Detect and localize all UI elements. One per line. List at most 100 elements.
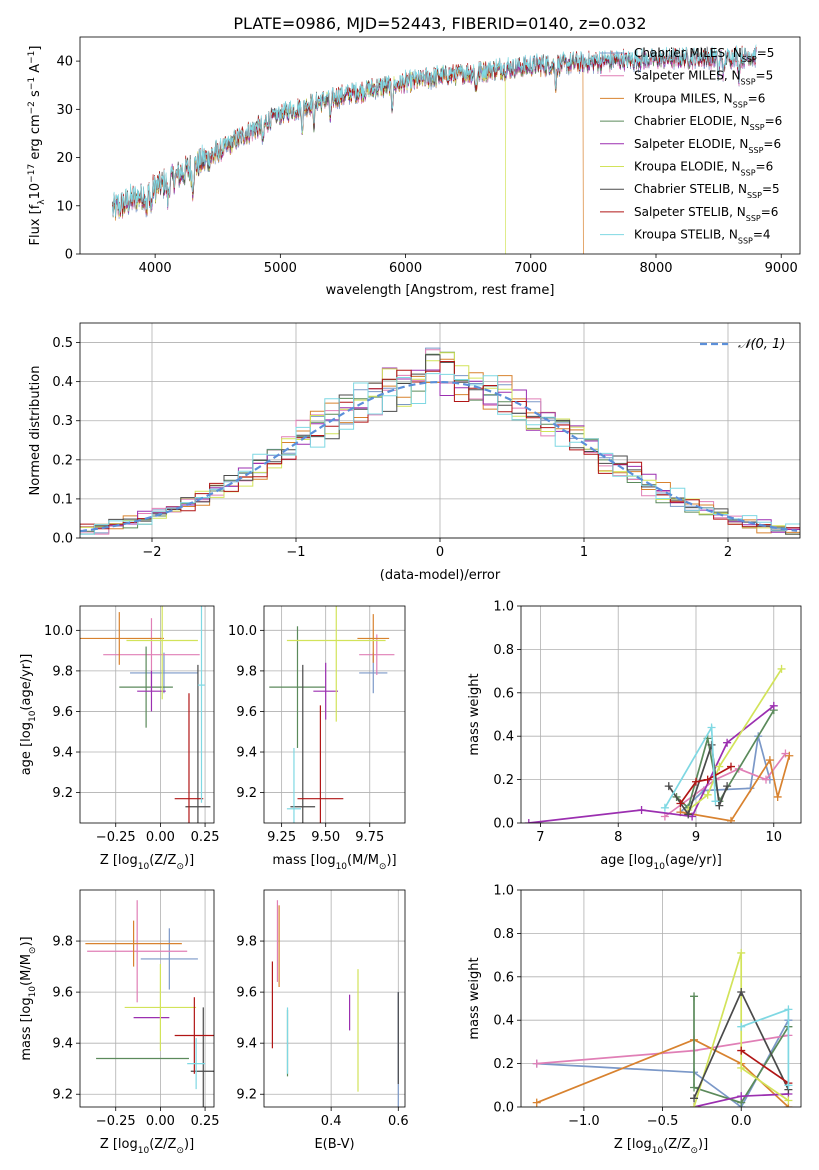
series-marker-5: [690, 1103, 699, 1107]
legend-text: =6: [761, 205, 779, 219]
axes-frame: [520, 605, 802, 824]
label-part: 10: [28, 986, 38, 998]
legend-text: Chabrier MILES, N: [634, 46, 742, 60]
label-part: (Z/Z: [149, 853, 176, 868]
x-axis-label: mass [log10(M/M⊙)]: [272, 853, 396, 872]
x-axis-label: Z [log10(Z/Z⊙)]: [100, 1137, 194, 1156]
legend-entry-3: Chabrier ELODIE, NSSP=6: [634, 114, 782, 132]
legend-entry-2: Kroupa MILES, NSSP=6: [634, 91, 765, 109]
label-part: s: [28, 90, 43, 101]
y-tick-label: 20: [56, 151, 73, 166]
legend-sub: SSP: [746, 213, 761, 222]
series-line-3: [676, 709, 775, 810]
x-axis-label: Z [log10(Z/Z⊙)]: [100, 853, 194, 872]
legend-text: =6: [765, 114, 783, 128]
y-tick-label: 10.0: [44, 624, 73, 639]
series-line-7: [740, 1049, 789, 1084]
label-part: mass [log: [19, 997, 34, 1060]
legend-sub: SSP: [741, 168, 756, 177]
x-axis-label: Z [log10(Z/Z⊙)]: [614, 1137, 708, 1156]
series-marker-5: [737, 1063, 746, 1072]
series-marker-6: [715, 801, 724, 810]
label-part: λ: [37, 199, 47, 205]
legend-entry-5: Kroupa ELODIE, NSSP=6: [634, 160, 773, 178]
label-part: )]: [184, 853, 194, 868]
y-tick-label: 9.8: [52, 935, 73, 950]
x-tick-label: 9000: [765, 261, 798, 276]
series-marker-3: [690, 1083, 699, 1092]
y-tick-label: 0.6: [493, 686, 514, 701]
legend-text: Kroupa ELODIE, N: [634, 160, 741, 174]
series-marker-5: [784, 1096, 793, 1105]
series-marker-4: [524, 819, 533, 823]
y-tick-label: 0.0: [493, 1101, 514, 1116]
axes-frame: [263, 889, 406, 1108]
legend-entry-1: Salpeter MILES, NSSP=5: [634, 69, 773, 87]
label-part: 10: [28, 183, 43, 200]
spectrum-line-2: [112, 53, 584, 254]
series-marker-2: [773, 792, 782, 801]
y-tick-label: 9.6: [52, 986, 73, 1001]
y-axis-label: age [log10(age/yr)]: [19, 654, 38, 776]
label-part: (age/yr)]: [19, 654, 34, 711]
y-axis-label: Flux [fλ10−17 erg cm−2 s−1 A−1]: [27, 46, 47, 246]
y-tick-label: 0.8: [493, 927, 514, 942]
label-part: ⊙: [176, 1146, 184, 1156]
legend-text: Salpeter ELODIE, N: [634, 137, 748, 151]
legend-text: Salpeter MILES, N: [634, 69, 741, 83]
y-tick-label: 9.6: [236, 705, 257, 720]
x-tick-label: 1: [580, 545, 588, 560]
y-tick-label: 0.2: [52, 453, 73, 468]
axes-frame: [79, 605, 215, 824]
x-tick-label: 0.00: [146, 830, 175, 845]
label-part: Z [log: [614, 1137, 652, 1152]
legend-text: =4: [753, 228, 771, 242]
y-tick-label: 0.1: [52, 492, 73, 507]
label-part: −17: [27, 164, 37, 183]
x-tick-label: 5000: [264, 261, 297, 276]
label-part: (Z/Z: [663, 1137, 690, 1152]
series-marker-8: [711, 797, 720, 806]
legend-sub: SSP: [738, 236, 753, 245]
spectrum-series: [112, 44, 757, 254]
legend-entry-0: Chabrier MILES, NSSP=5: [634, 46, 774, 64]
legend-text: =5: [762, 182, 780, 196]
legend-sub: SSP: [742, 55, 757, 64]
series-marker-5: [737, 948, 746, 957]
series-marker-7: [692, 777, 700, 786]
y-tick-label: 10.0: [228, 624, 257, 639]
series-marker-7: [737, 1046, 746, 1055]
label-part: 10: [652, 1146, 664, 1156]
label-part: 10: [28, 710, 38, 722]
y-tick-label: 0.0: [493, 817, 514, 832]
y-tick-label: 40: [56, 55, 73, 70]
x-tick-label: 0.25: [191, 1114, 220, 1129]
legend-text: =6: [756, 160, 774, 174]
label-part: ⊙: [28, 947, 38, 955]
series-marker-8: [707, 723, 716, 732]
legend-sub: SSP: [733, 100, 748, 109]
x-tick-label: 9: [692, 830, 700, 845]
y-tick-label: 9.2: [236, 1088, 257, 1103]
series-marker-8: [784, 1005, 793, 1014]
figure-title: PLATE=0986, MJD=52443, FIBERID=0140, z=0…: [233, 14, 646, 33]
legend-text: Salpeter STELIB, N: [634, 205, 746, 219]
series-marker-2: [532, 1098, 541, 1107]
label-part: age [log: [19, 722, 34, 775]
label-part: (age/yr)]: [665, 853, 722, 868]
x-tick-label: 10: [766, 830, 783, 845]
legend-entry-7: Salpeter STELIB, NSSP=6: [634, 205, 778, 223]
label-part: −2: [27, 101, 37, 114]
label-part: A: [28, 64, 43, 77]
series-marker-2: [727, 816, 735, 823]
histogram-8: [80, 373, 800, 538]
legend-sub: SSP: [748, 145, 763, 154]
series-marker-8: [784, 1081, 793, 1090]
series-marker-6: [737, 987, 746, 996]
y-tick-label: 0.8: [493, 643, 514, 658]
series-marker-4: [769, 701, 778, 710]
label-part: )]: [19, 936, 34, 946]
axes-frame: [263, 605, 406, 824]
